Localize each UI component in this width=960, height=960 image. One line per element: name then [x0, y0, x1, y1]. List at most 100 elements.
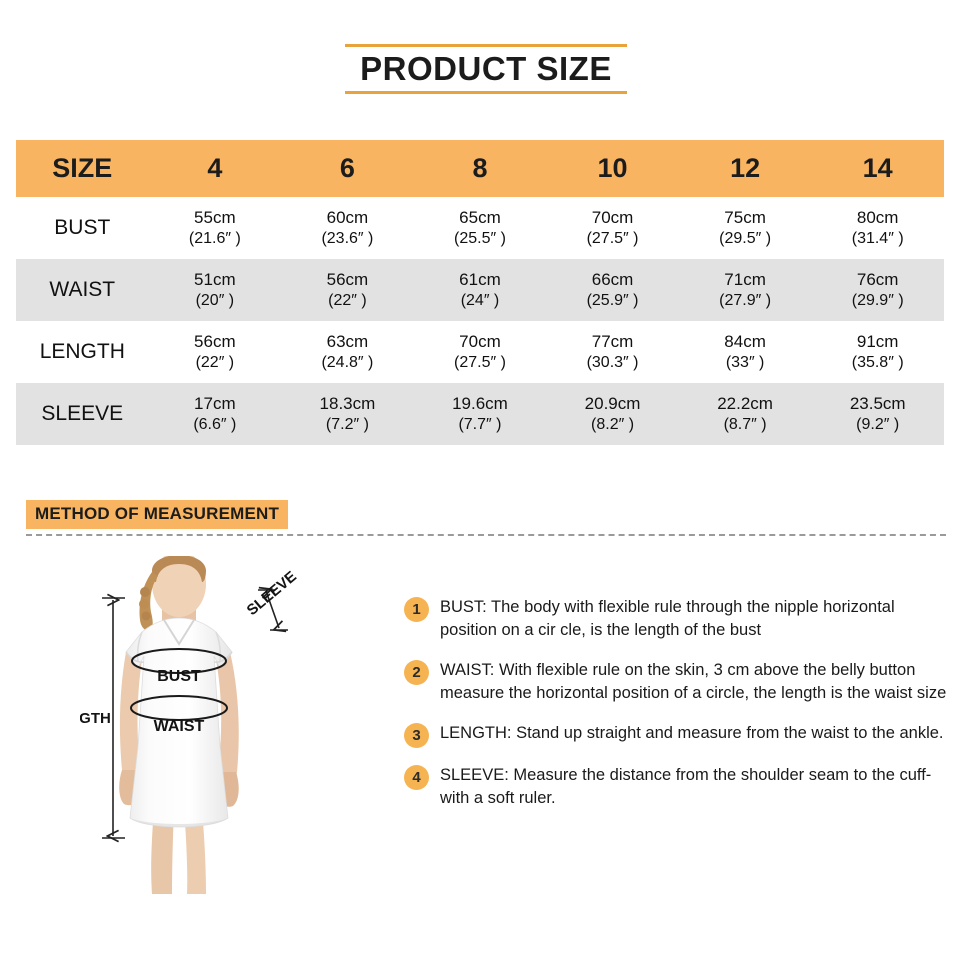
cell-waist-4: 51cm (20″ ): [149, 259, 282, 321]
row-label-sleeve: SLEEVE: [41, 402, 124, 425]
value-cm: 18.3cm: [319, 393, 376, 413]
value-inch: (9.2″ ): [856, 415, 900, 433]
header-cell-8: 8: [472, 153, 488, 183]
step-description: BUST: The body with flexible rule throug…: [440, 598, 895, 640]
value-cm: 60cm: [326, 207, 369, 227]
cell-sleeve-10: 20.9cm (8.2″ ): [546, 383, 679, 445]
value-cm: 70cm: [459, 331, 501, 351]
measurement-steps-list: 1 BUST: The body with flexible rule thro…: [404, 596, 954, 827]
table-header-row: SIZE 4 6 8 10 12 14: [16, 140, 944, 197]
value-inch: (22″ ): [328, 291, 367, 309]
measurement-illustration: BUST WAIST LENGTH SLEEVE: [80, 556, 400, 896]
cell-bust-14: 80cm (31.4″ ): [811, 197, 944, 259]
cell-sleeve-12: 22.2cm (8.7″ ): [679, 383, 812, 445]
cell-length-4: 56cm (22″ ): [149, 321, 282, 383]
step-number-badge: 3: [404, 722, 429, 748]
size-chart-header: SIZE 4 6 8 10 12 14: [16, 140, 944, 197]
value-inch: (23.6″ ): [321, 229, 374, 247]
figure-legs: [151, 806, 206, 894]
cell-waist-12: 71cm (27.9″ ): [679, 259, 812, 321]
value-inch: (29.9″ ): [851, 291, 904, 309]
value-inch: (8.7″ ): [723, 415, 767, 433]
cell-sleeve-14: 23.5cm (9.2″ ): [811, 383, 944, 445]
size-chart-body: BUST 55cm (21.6″ ) 60cm (23.6″ ) 65cm (2…: [16, 197, 944, 445]
step-number-badge: 2: [404, 659, 429, 685]
step-description: WAIST: With flexible rule on the skin, 3…: [440, 660, 947, 703]
value-cm: 61cm: [459, 269, 501, 289]
step-number-badge: 4: [404, 764, 429, 790]
cell-length-8: 70cm (27.5″ ): [414, 321, 547, 383]
page-title-block: PRODUCT SIZE: [345, 44, 627, 94]
value-inch: (27.5″ ): [454, 353, 506, 371]
value-inch: (20″ ): [195, 291, 235, 309]
length-measure-overlay: LENGTH: [80, 598, 125, 838]
sleeve-measure-overlay: SLEEVE: [244, 568, 300, 630]
value-inch: (30.3″ ): [586, 353, 639, 371]
value-cm: 19.6cm: [452, 393, 508, 413]
value-cm: 55cm: [194, 207, 236, 227]
cell-bust-10: 70cm (27.5″ ): [546, 197, 679, 259]
bust-label: BUST: [157, 668, 201, 685]
header-cell-4: 4: [207, 153, 223, 183]
header-cell-size: SIZE: [52, 153, 113, 183]
cell-length-14: 91cm (35.8″ ): [811, 321, 944, 383]
value-cm: 56cm: [194, 331, 236, 351]
cell-waist-10: 66cm (25.9″ ): [546, 259, 679, 321]
value-inch: (31.4″ ): [851, 229, 904, 247]
cell-bust-8: 65cm (25.5″ ): [414, 197, 547, 259]
value-inch: (25.9″ ): [586, 291, 639, 309]
row-label-bust: BUST: [54, 216, 111, 239]
section-divider: [26, 534, 946, 536]
value-inch: (22″ ): [195, 353, 235, 371]
value-inch: (25.5″ ): [454, 229, 506, 247]
method-of-measurement-heading: METHOD OF MEASUREMENT: [26, 500, 289, 529]
figure-head: [139, 556, 206, 631]
row-label-waist: WAIST: [49, 278, 116, 301]
value-inch: (21.6″ ): [188, 229, 241, 247]
cell-waist-8: 61cm (24″ ): [414, 259, 547, 321]
cell-length-12: 84cm (33″ ): [679, 321, 812, 383]
value-inch: (27.9″ ): [719, 291, 772, 309]
value-cm: 91cm: [856, 331, 899, 351]
value-cm: 84cm: [724, 331, 766, 351]
value-cm: 22.2cm: [717, 393, 773, 413]
title-rule-bottom: [345, 90, 627, 94]
cell-sleeve-6: 18.3cm (7.2″ ): [281, 383, 414, 445]
table-row: LENGTH 56cm (22″ ) 63cm (24.8″ ) 70cm (2…: [16, 321, 944, 383]
cell-bust-6: 60cm (23.6″ ): [281, 197, 414, 259]
value-cm: 70cm: [591, 207, 634, 227]
cell-length-10: 77cm (30.3″ ): [546, 321, 679, 383]
step-description: LENGTH: Stand up straight and measure fr…: [440, 723, 944, 742]
header-cell-6: 6: [339, 153, 355, 183]
value-cm: 77cm: [591, 331, 634, 351]
header-cell-12: 12: [730, 153, 761, 183]
step-description: SLEEVE: Measure the distance from the sh…: [440, 765, 932, 808]
cell-bust-12: 75cm (29.5″ ): [679, 197, 812, 259]
value-cm: 80cm: [856, 207, 899, 227]
value-inch: (24″ ): [460, 291, 500, 309]
value-inch: (29.5″ ): [719, 229, 772, 247]
value-cm: 17cm: [194, 393, 236, 413]
value-inch: (24.8″ ): [321, 353, 374, 371]
value-cm: 63cm: [326, 331, 369, 351]
value-cm: 76cm: [856, 269, 899, 289]
size-chart-table: SIZE 4 6 8 10 12 14 BUST 55cm (21.6″ ) 6…: [16, 140, 944, 445]
value-cm: 20.9cm: [584, 393, 641, 413]
value-cm: 23.5cm: [849, 393, 906, 413]
list-item: 2 WAIST: With flexible rule on the skin,…: [404, 659, 954, 706]
list-item: 3 LENGTH: Stand up straight and measure …: [404, 722, 954, 748]
waist-label: WAIST: [154, 718, 205, 735]
value-cm: 66cm: [591, 269, 634, 289]
step-number-badge: 1: [404, 597, 429, 622]
sleeve-label: SLEEVE: [244, 568, 300, 619]
value-inch: (27.5″ ): [586, 229, 639, 247]
table-row: SLEEVE 17cm (6.6″ ) 18.3cm (7.2″ ) 19.6c…: [16, 383, 944, 445]
value-cm: 51cm: [194, 269, 236, 289]
value-inch: (8.2″ ): [591, 415, 635, 433]
cell-waist-6: 56cm (22″ ): [281, 259, 414, 321]
header-cell-14: 14: [862, 153, 893, 183]
table-row: WAIST 51cm (20″ ) 56cm (22″ ) 61cm (24″ …: [16, 259, 944, 321]
value-cm: 71cm: [724, 269, 766, 289]
length-label: LENGTH: [80, 710, 111, 727]
cell-sleeve-8: 19.6cm (7.7″ ): [414, 383, 547, 445]
